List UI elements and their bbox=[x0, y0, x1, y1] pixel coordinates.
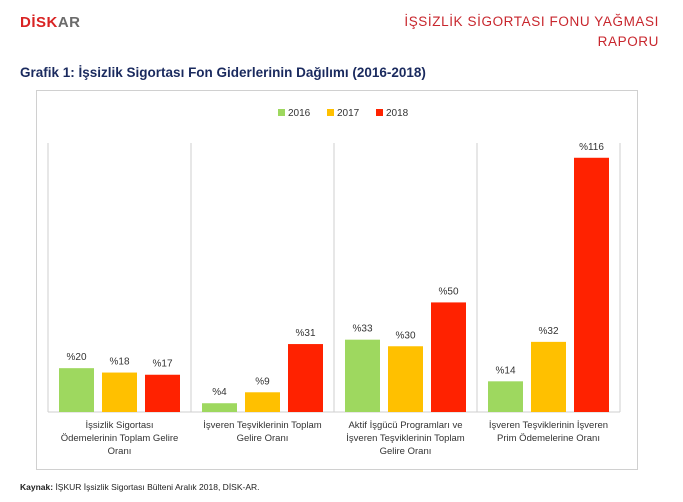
logo-part-grey: AR bbox=[57, 14, 81, 31]
legend-swatch-2016 bbox=[278, 109, 285, 116]
legend-label-2018: 2018 bbox=[386, 108, 409, 119]
data-label-2016-2: %4 bbox=[212, 387, 227, 398]
report-title-line1: İŞSİZLİK SİGORTASI FONU YAĞMASI bbox=[404, 14, 659, 29]
category-label-3: Aktif İşgücü Programları ve İşveren Teşvi… bbox=[346, 420, 465, 457]
bar-chart: 2016 2017 2018 %20 %18 %17 İşsizlik Sigortası Ö… bbox=[47, 108, 621, 457]
data-label-2017-1: %18 bbox=[109, 357, 129, 368]
bar-2017-3 bbox=[388, 346, 423, 412]
bar-2016-4 bbox=[488, 381, 523, 412]
chart-heading: Grafik 1: İşsizlik Sigortası Fon Giderle… bbox=[20, 65, 426, 80]
data-label-2016-4: %14 bbox=[495, 365, 515, 376]
bar-2018-2 bbox=[288, 344, 323, 412]
logo: DİSKAR bbox=[20, 14, 81, 31]
category-label-2: İşveren Teşviklerinin Toplam Gelire Oranı bbox=[203, 420, 322, 444]
source-label: Kaynak: bbox=[20, 482, 54, 492]
legend-swatch-2018 bbox=[376, 109, 383, 116]
data-label-2016-3: %33 bbox=[352, 324, 372, 335]
bar-2017-1 bbox=[102, 372, 137, 412]
chart-frame: 2016 2017 2018 %20 %18 %17 İşsizlik Sigortası Ö… bbox=[36, 90, 638, 470]
data-label-2017-4: %32 bbox=[538, 326, 558, 337]
bar-2017-4 bbox=[531, 341, 566, 412]
bar-2016-3 bbox=[345, 339, 380, 412]
category-label-1: İşsizlik Sigortası Ödemelerinin Toplam Ge… bbox=[61, 420, 179, 457]
data-label-2018-1: %17 bbox=[152, 359, 172, 370]
source-note: Kaynak: İŞKUR İşsizlik Sigortası Bülteni… bbox=[20, 482, 260, 492]
data-label-2017-2: %9 bbox=[255, 376, 270, 387]
data-label-2018-4: %116 bbox=[579, 142, 604, 153]
legend-swatch-2017 bbox=[327, 109, 334, 116]
bar-2016-1 bbox=[59, 368, 94, 412]
logo-part-red: DİSK bbox=[20, 14, 58, 31]
bar-2018-4 bbox=[574, 157, 609, 412]
data-label-2017-3: %30 bbox=[395, 330, 415, 341]
bar-2017-2 bbox=[245, 392, 280, 412]
legend-label-2017: 2017 bbox=[337, 108, 360, 119]
bar-2018-1 bbox=[145, 374, 180, 412]
data-label-2016-1: %20 bbox=[66, 352, 86, 363]
data-label-2018-3: %50 bbox=[438, 286, 458, 297]
legend-label-2016: 2016 bbox=[288, 108, 311, 119]
bar-2018-3 bbox=[431, 302, 466, 412]
report-title-line2: RAPORU bbox=[597, 34, 659, 49]
data-label-2018-2: %31 bbox=[295, 328, 315, 339]
source-text: İŞKUR İşsizlik Sigortası Bülteni Aralık … bbox=[53, 482, 260, 492]
report-title: İŞSİZLİK SİGORTASI FONU YAĞMASI RAPORU bbox=[329, 12, 659, 52]
bar-2016-2 bbox=[202, 403, 237, 412]
category-label-4: İşveren Teşviklerinin İşveren Prim Ödemel… bbox=[489, 420, 608, 444]
